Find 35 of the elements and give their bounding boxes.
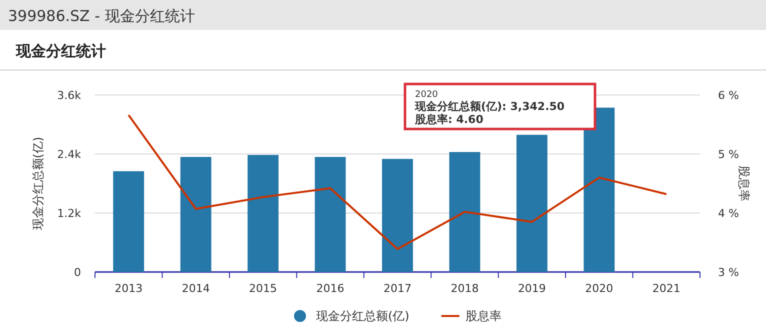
y2-tick-label: 3 % xyxy=(718,266,739,279)
x-tick-label: 2021 xyxy=(652,282,680,295)
bar xyxy=(248,154,279,272)
y2-axis-title: 股息率 xyxy=(737,166,751,202)
annotation: 2020 xyxy=(415,90,438,100)
bar xyxy=(314,156,346,272)
bar xyxy=(113,171,144,272)
annotation: 股息率: 4.60 xyxy=(414,113,484,126)
annotation: 现金分红总额(亿): 3,342.50 xyxy=(414,100,565,113)
x-tick-label: 2018 xyxy=(450,282,479,295)
y-tick-label: 3.6k xyxy=(57,89,82,102)
y-tick-label: 2.4k xyxy=(57,148,82,161)
x-tick-label: 2019 xyxy=(518,282,546,295)
legend-label: 股息率 xyxy=(465,309,502,323)
y2-tick-label: 6 % xyxy=(718,89,739,102)
y2-tick-label: 5 % xyxy=(718,148,739,161)
y-axis-title: 现金分红总额(亿) xyxy=(31,136,45,230)
bar xyxy=(584,108,615,272)
x-tick-label: 2020 xyxy=(585,282,614,295)
bar xyxy=(449,152,480,272)
y-tick-label: 0 xyxy=(74,266,81,279)
bar xyxy=(382,158,413,272)
x-tick-label: 2016 xyxy=(316,282,344,295)
chart-subtitle: 现金分红统计 xyxy=(15,42,106,60)
legend-label: 现金分红总额(亿) xyxy=(316,309,410,323)
bar xyxy=(180,156,212,272)
bar xyxy=(516,134,548,272)
y2-tick-label: 4 % xyxy=(718,207,739,220)
chart-title: 399986.SZ - 现金分红统计 xyxy=(8,7,195,25)
x-tick-label: 2017 xyxy=(384,282,412,295)
x-tick-label: 2014 xyxy=(182,282,210,295)
x-tick-label: 2015 xyxy=(249,282,278,295)
x-tick-label: 2013 xyxy=(114,282,143,295)
line-series xyxy=(128,114,668,250)
y-tick-label: 1.2k xyxy=(57,207,82,220)
